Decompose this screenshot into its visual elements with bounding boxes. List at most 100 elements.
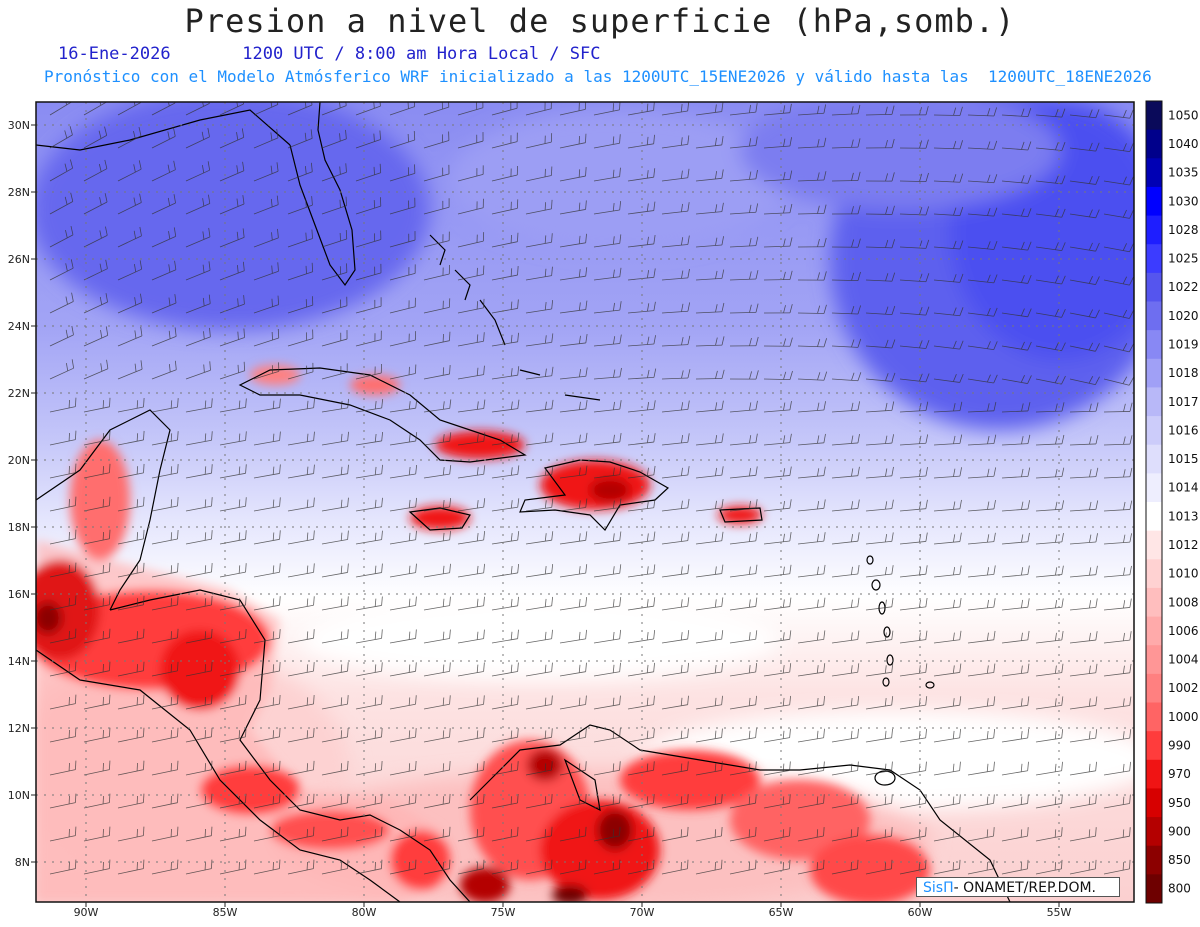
wind-barb-flag xyxy=(585,531,588,541)
wind-barb-shaft xyxy=(457,473,484,479)
wind-barb-shaft xyxy=(253,270,279,281)
wind-barb-flag xyxy=(823,499,826,509)
wind-barb-flag xyxy=(721,662,724,673)
wind-barb-shaft xyxy=(423,173,450,182)
wind-barb-flag xyxy=(851,306,855,314)
wind-barb-flag xyxy=(891,434,895,444)
wind-barb-flag xyxy=(789,695,791,705)
wind-barb-shaft xyxy=(1069,868,1096,875)
wind-barb-flag xyxy=(850,566,853,575)
wind-barb-shaft xyxy=(797,112,824,116)
wind-barb-shaft xyxy=(185,571,212,578)
wind-barb-flag xyxy=(823,597,826,607)
wind-barb-shaft xyxy=(83,439,110,446)
wind-barb-shaft xyxy=(1069,574,1096,578)
wind-barb-flag xyxy=(238,598,241,607)
wind-barb-flag xyxy=(109,661,111,671)
wind-barb-shaft xyxy=(627,377,654,380)
wind-barb-flag xyxy=(884,632,887,641)
wind-barb-shaft xyxy=(865,442,892,446)
wind-barb-flag xyxy=(755,236,759,246)
wind-barb-flag xyxy=(823,630,826,640)
wind-barb-flag xyxy=(306,466,309,475)
wind-barb-flag xyxy=(851,402,854,411)
wind-barb-flag xyxy=(174,260,177,270)
wind-barb-shaft xyxy=(695,474,722,479)
wind-barb-shaft xyxy=(729,311,757,314)
wind-barb-flag xyxy=(823,204,827,214)
wind-barb-flag xyxy=(143,562,145,572)
wind-barb-flag xyxy=(65,329,69,338)
wind-barb-flag xyxy=(551,432,554,442)
wind-barb-flag xyxy=(276,162,279,172)
wind-barb-shaft xyxy=(219,868,246,875)
wind-barb-flag xyxy=(993,467,997,477)
wind-barb-flag xyxy=(619,334,622,344)
wind-barb-flag xyxy=(340,631,343,640)
wind-barb-flag xyxy=(585,267,588,277)
wind-barb-flag xyxy=(749,271,752,280)
wind-barb-shaft xyxy=(1001,246,1028,251)
wind-barb-shaft xyxy=(185,802,212,809)
wind-barb-shaft xyxy=(491,539,518,545)
wind-barb-flag xyxy=(783,205,786,214)
wind-barb-flag xyxy=(789,728,791,738)
wind-barb-flag xyxy=(408,763,411,772)
wind-barb-flag xyxy=(687,369,691,379)
wind-barb-flag xyxy=(449,365,451,375)
wind-barb-shaft xyxy=(763,835,790,842)
wind-barb-shaft xyxy=(559,769,586,776)
wind-barb-flag xyxy=(270,102,273,108)
wind-barb-flag xyxy=(544,434,547,443)
wind-barb-shaft xyxy=(865,113,893,116)
wind-barb-shaft xyxy=(423,440,450,446)
wind-barb-flag xyxy=(544,235,547,244)
wind-barb-flag xyxy=(748,796,751,805)
wind-barb-flag xyxy=(99,230,102,239)
wind-barb-shaft xyxy=(797,835,824,842)
wind-barb-shaft xyxy=(117,835,144,842)
wind-barb-flag xyxy=(310,129,313,139)
wind-barb-flag xyxy=(959,240,964,250)
wind-barb-shaft xyxy=(423,769,450,776)
wind-barb-flag xyxy=(313,596,315,606)
wind-barb-shaft xyxy=(49,835,76,842)
wind-barb-flag xyxy=(1123,600,1126,609)
wind-barb-flag xyxy=(959,598,962,608)
wind-barb-flag xyxy=(817,205,820,214)
wind-barb-shaft xyxy=(253,204,279,215)
wind-barb-flag xyxy=(1054,599,1058,609)
wind-barb-flag xyxy=(755,564,758,574)
wind-barb-flag xyxy=(374,631,377,640)
wind-barb-flag xyxy=(891,663,894,673)
wind-barb-flag xyxy=(578,631,581,640)
wind-barb-flag xyxy=(208,261,211,271)
wind-barb-shaft xyxy=(831,606,858,611)
wind-barb-flag xyxy=(1089,501,1092,510)
wind-barb-flag xyxy=(1055,403,1058,412)
wind-barb-shaft xyxy=(321,802,348,809)
colorbar-label: 1008 xyxy=(1168,595,1199,609)
wind-barb-flag xyxy=(857,372,862,381)
wind-barb-shaft xyxy=(661,540,688,545)
colorbar-label: 1020 xyxy=(1168,309,1199,323)
wind-barb-flag xyxy=(408,401,411,410)
wind-barb-flag xyxy=(211,760,213,770)
wind-barb-flag xyxy=(170,532,173,541)
wind-barb-flag xyxy=(891,597,894,607)
colorbar-swatch xyxy=(1146,358,1162,388)
wind-barb-shaft xyxy=(287,304,313,314)
wind-barb-flag xyxy=(680,763,683,772)
wind-barb-flag xyxy=(476,401,479,410)
wind-barb-shaft xyxy=(185,439,212,446)
wind-barb-shaft xyxy=(321,440,348,446)
colorbar-label: 1022 xyxy=(1168,280,1199,294)
wind-barb-shaft xyxy=(185,769,212,776)
wind-barb-flag xyxy=(687,761,689,771)
wind-barb-shaft xyxy=(185,303,211,314)
wind-barb-flag xyxy=(891,466,894,476)
wind-barb-flag xyxy=(1129,276,1134,286)
wind-barb-flag xyxy=(551,299,554,310)
wind-barb-shaft xyxy=(831,378,858,382)
wind-barb-flag xyxy=(925,434,929,444)
